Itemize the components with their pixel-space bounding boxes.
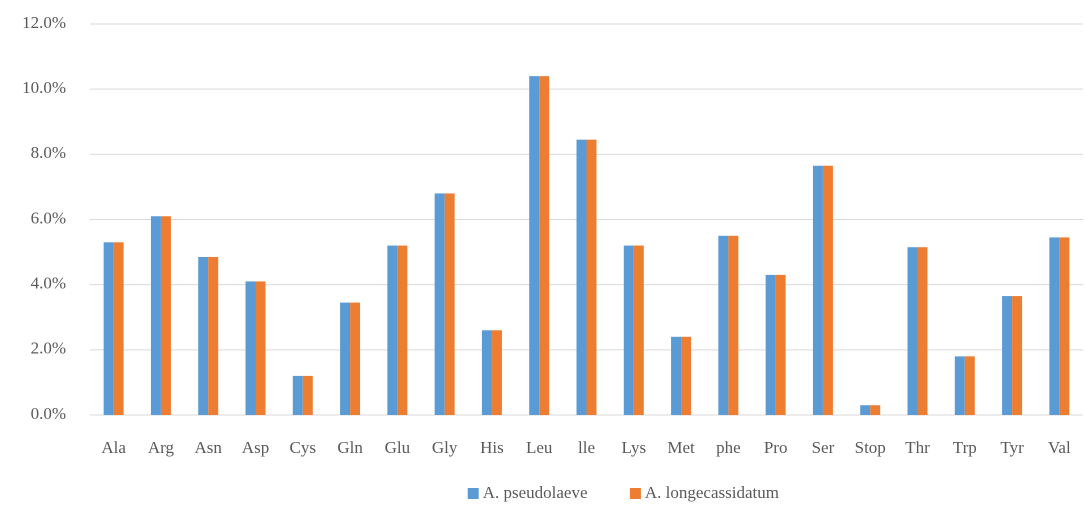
x-tick-label: Cys: [290, 438, 316, 457]
x-tick-label: Gly: [432, 438, 458, 457]
x-tick-label: Pro: [764, 438, 788, 457]
bar: [150, 216, 161, 415]
bar: [340, 302, 351, 415]
bar: [1012, 296, 1023, 415]
legend-label: A. longecassidatum: [645, 483, 779, 502]
bar: [671, 336, 682, 415]
bar: [245, 281, 256, 415]
bar: [728, 235, 739, 415]
bar: [907, 247, 918, 415]
bar: [387, 245, 398, 415]
bar: [822, 165, 833, 415]
bar: [576, 139, 587, 415]
x-tick-label: Leu: [526, 438, 553, 457]
x-tick-label: Gln: [337, 438, 363, 457]
bar: [434, 193, 445, 415]
bar: [765, 274, 776, 415]
y-tick-label: 10.0%: [22, 78, 66, 97]
bar: [954, 356, 965, 415]
y-tick-label: 0.0%: [31, 404, 66, 423]
bar: [1049, 237, 1060, 415]
x-tick-label: His: [480, 438, 504, 457]
x-tick-label: Val: [1048, 438, 1071, 457]
x-tick-label: Arg: [148, 438, 175, 457]
bar: [860, 405, 871, 415]
bar: [1002, 296, 1013, 415]
bar: [208, 256, 219, 415]
bar: [681, 336, 692, 415]
bar: [255, 281, 266, 415]
x-tick-label: Asp: [242, 438, 269, 457]
x-tick-label: Lys: [622, 438, 647, 457]
y-tick-label: 12.0%: [22, 13, 66, 32]
bar: [539, 76, 550, 415]
x-tick-label: Stop: [855, 438, 886, 457]
bar: [103, 242, 114, 415]
x-tick-label: phe: [716, 438, 741, 457]
x-tick-label: Glu: [385, 438, 411, 457]
bar: [870, 405, 881, 415]
x-tick-label: Asn: [195, 438, 223, 457]
x-tick-label: Met: [667, 438, 695, 457]
legend-swatch: [629, 488, 641, 499]
bar: [633, 245, 644, 415]
bar: [529, 76, 540, 415]
bar: [1059, 237, 1070, 415]
bar: [397, 245, 408, 415]
x-tick-label: Trp: [953, 438, 977, 457]
y-tick-label: 2.0%: [31, 339, 66, 358]
bar: [623, 245, 634, 415]
bar: [775, 274, 786, 415]
bar: [812, 165, 823, 415]
bar: [491, 330, 502, 415]
y-tick-label: 4.0%: [31, 274, 66, 293]
y-tick-label: 8.0%: [31, 143, 66, 162]
bar: [160, 216, 171, 415]
legend-label: A. pseudolaeve: [483, 483, 588, 502]
bar: [586, 139, 597, 415]
bar: [302, 375, 313, 415]
bar: [292, 375, 303, 415]
bar: [198, 256, 209, 415]
bar: [917, 247, 928, 415]
x-tick-label: Ala: [101, 438, 126, 457]
bar: [964, 356, 975, 415]
bar: [350, 302, 361, 415]
bar: [718, 235, 729, 415]
legend-swatch: [467, 488, 479, 499]
x-tick-label: Thr: [905, 438, 930, 457]
x-tick-label: Tyr: [1000, 438, 1024, 457]
x-tick-label: lle: [578, 438, 595, 457]
bar: [444, 193, 455, 415]
x-tick-label: Ser: [812, 438, 835, 457]
y-tick-label: 6.0%: [31, 208, 66, 227]
bar: [113, 242, 124, 415]
bar: [481, 330, 492, 415]
